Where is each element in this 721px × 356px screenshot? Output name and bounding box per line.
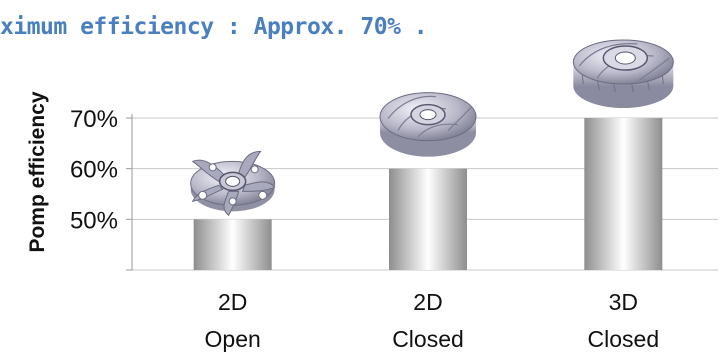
category-label-line2: Closed	[392, 326, 464, 352]
category-label-line1: 2D	[218, 289, 247, 315]
bar	[193, 219, 272, 270]
open-impeller-icon	[190, 150, 276, 217]
category-label-line1: 3D	[609, 289, 638, 315]
category-label-line2: Closed	[588, 326, 660, 352]
category-label-line2: Open	[205, 326, 261, 352]
category-labels: 2D Open 2D Closed 3D Closed	[205, 289, 660, 352]
bars	[193, 118, 663, 270]
y-tick-label: 60%	[70, 157, 118, 184]
bar	[584, 118, 663, 270]
y-axis-label: Pomp efficiency	[26, 91, 49, 252]
y-tick-label: 50%	[70, 207, 118, 234]
closed-impeller-icon	[379, 92, 477, 157]
3d-closed-impeller-icon	[572, 39, 674, 108]
y-tick-label: 70%	[70, 106, 118, 133]
bar	[389, 168, 467, 270]
headline: ximum efficiency : Approx. 70% .	[0, 14, 428, 40]
category-label-line1: 2D	[413, 289, 442, 315]
y-tick-labels: 50% 60% 70%	[70, 106, 118, 234]
